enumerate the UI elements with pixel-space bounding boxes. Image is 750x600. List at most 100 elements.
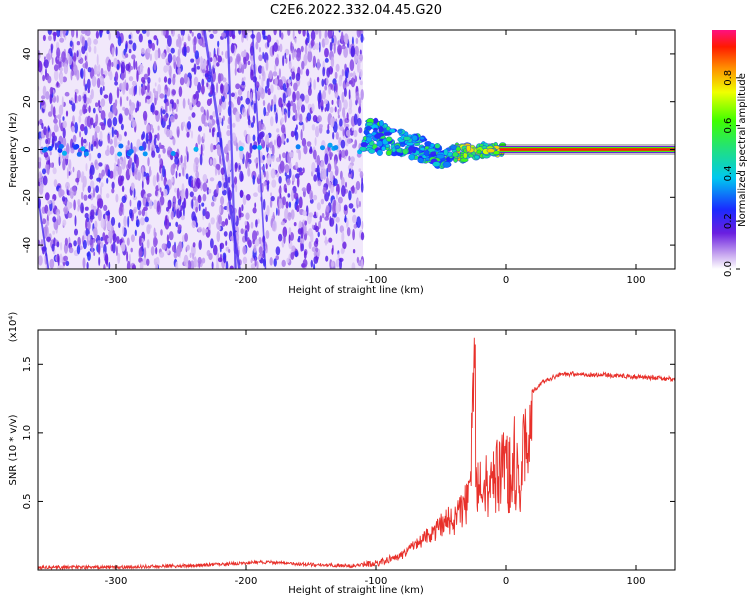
noise-cell bbox=[220, 196, 225, 206]
noise-cell bbox=[343, 99, 348, 110]
noise-cell bbox=[327, 123, 330, 131]
noise-cell bbox=[45, 91, 50, 100]
noise-cell bbox=[100, 218, 105, 229]
noise-cell bbox=[42, 74, 45, 82]
noise-cell bbox=[160, 191, 164, 197]
noise-cell bbox=[147, 47, 151, 54]
noise-cell bbox=[246, 237, 250, 246]
noise-cell bbox=[209, 115, 213, 120]
noise-cell bbox=[112, 233, 117, 244]
noise-cell bbox=[145, 132, 149, 145]
noise-cell bbox=[344, 63, 347, 71]
noise-cell bbox=[63, 63, 69, 75]
noise-cell bbox=[315, 247, 319, 253]
noise-cell bbox=[163, 188, 168, 197]
noise-cell bbox=[292, 102, 297, 114]
noise-cell bbox=[119, 96, 122, 107]
trace-cell bbox=[411, 134, 418, 142]
noise-cell bbox=[196, 65, 200, 70]
noise-cell bbox=[185, 188, 189, 200]
noise-cell bbox=[120, 61, 126, 74]
snr-y-ticks: 0.5 1.0 1.5 bbox=[22, 356, 675, 509]
noise-cell bbox=[242, 106, 245, 113]
noise-cell bbox=[210, 201, 215, 207]
streak-artifact bbox=[226, 30, 237, 269]
noise-cell bbox=[300, 104, 306, 113]
trace-cell bbox=[460, 157, 469, 163]
noise-cell bbox=[198, 239, 202, 250]
noise-cell bbox=[355, 180, 361, 191]
noise-cell bbox=[278, 79, 283, 88]
noise-cell bbox=[357, 117, 362, 127]
noise-cell bbox=[295, 109, 298, 121]
noise-cell bbox=[226, 204, 229, 213]
noise-cell bbox=[318, 41, 321, 53]
noise-cell bbox=[187, 98, 190, 106]
noise-cell bbox=[149, 169, 152, 176]
noise-cell bbox=[216, 145, 222, 157]
noise-cell bbox=[42, 85, 47, 97]
snr-marks bbox=[38, 337, 675, 570]
noise-cell bbox=[84, 83, 88, 91]
noise-cell bbox=[203, 122, 209, 127]
noise-cell bbox=[45, 130, 50, 140]
noise-cell bbox=[132, 42, 137, 52]
noise-cell bbox=[89, 164, 95, 176]
noise-cell bbox=[343, 204, 348, 211]
noise-cell bbox=[338, 30, 341, 33]
noise-cell bbox=[197, 134, 201, 145]
noise-cell bbox=[162, 147, 166, 154]
noise-cell bbox=[96, 177, 101, 182]
noise-cell bbox=[63, 205, 69, 215]
noise-cell bbox=[278, 68, 281, 78]
noise-cell bbox=[178, 46, 182, 54]
noise-cell bbox=[193, 161, 197, 173]
noise-cell bbox=[75, 177, 80, 183]
noise-cell bbox=[224, 218, 229, 226]
noise-cell bbox=[284, 208, 289, 221]
noise-cell bbox=[86, 52, 88, 64]
noise-cell bbox=[202, 182, 208, 192]
noise-cell bbox=[263, 181, 267, 187]
noise-cell bbox=[252, 89, 255, 94]
noise-cell bbox=[52, 230, 56, 235]
noise-cell bbox=[45, 53, 51, 60]
noise-cell bbox=[121, 160, 126, 170]
noise-cell bbox=[315, 42, 320, 51]
noise-cell bbox=[154, 261, 159, 269]
noise-cell bbox=[308, 228, 313, 237]
noise-cell bbox=[263, 106, 267, 117]
colorbar-gradient bbox=[712, 30, 736, 269]
noise-cell bbox=[303, 251, 307, 259]
noise-cell bbox=[105, 210, 111, 216]
noise-cell bbox=[49, 86, 54, 95]
noise-cell bbox=[61, 96, 64, 108]
noise-cell bbox=[51, 243, 55, 252]
noise-cell bbox=[348, 155, 351, 162]
noise-cell bbox=[76, 30, 78, 39]
noise-cell bbox=[92, 238, 96, 243]
noise-cell bbox=[153, 35, 158, 41]
noise-cell bbox=[172, 73, 176, 79]
noise-cell bbox=[129, 65, 133, 71]
noise-cell bbox=[191, 211, 196, 222]
noise-cell bbox=[300, 68, 303, 75]
noise-cell bbox=[77, 236, 81, 247]
noise-cell bbox=[310, 30, 316, 41]
noise-cell bbox=[354, 53, 358, 65]
noise-cell bbox=[274, 139, 276, 146]
noise-cell bbox=[87, 67, 92, 73]
noise-cell bbox=[295, 124, 298, 131]
noise-cell bbox=[360, 89, 364, 101]
noise-cell bbox=[176, 248, 181, 257]
noise-cell bbox=[179, 210, 183, 218]
noise-cell bbox=[93, 38, 98, 45]
noise-cell bbox=[192, 176, 195, 188]
noise-cell bbox=[199, 153, 203, 166]
trace-cell bbox=[476, 149, 482, 155]
noise-cell bbox=[339, 118, 343, 127]
noise-cell bbox=[311, 124, 316, 131]
noise-cell bbox=[175, 261, 179, 269]
noise-cell bbox=[74, 122, 78, 134]
noise-cell bbox=[248, 115, 251, 122]
